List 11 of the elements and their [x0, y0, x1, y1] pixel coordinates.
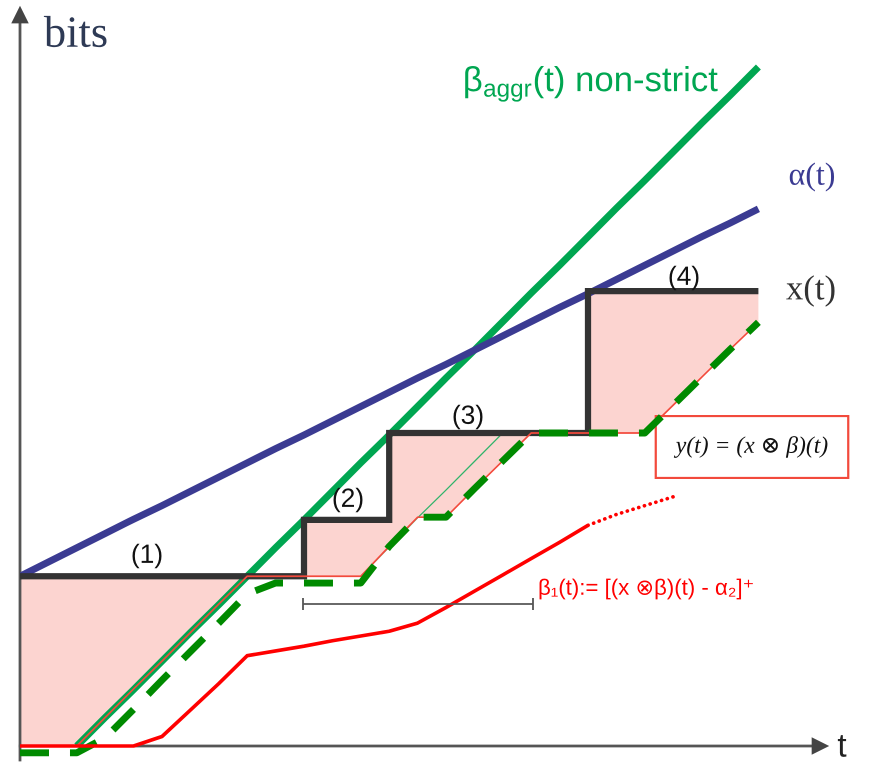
- annotation: (3): [454, 404, 482, 430]
- y-axis-title: bits: [44, 16, 106, 48]
- annotation: (4): [670, 266, 698, 290]
- annotation: (2): [334, 488, 362, 512]
- x-axis-title: t: [838, 735, 846, 757]
- series-label: x(t): [786, 275, 835, 307]
- series-label: α(t): [790, 162, 834, 192]
- series-label: y(t) = (x ⊗ β)(t): [674, 436, 828, 458]
- series-label: β₁(t):= [(x ⊗β)(t) - α₂]⁺: [540, 578, 753, 600]
- annotation: (1): [132, 544, 162, 568]
- series-label: β$_{aggr}$(t) non-strict: [465, 66, 718, 102]
